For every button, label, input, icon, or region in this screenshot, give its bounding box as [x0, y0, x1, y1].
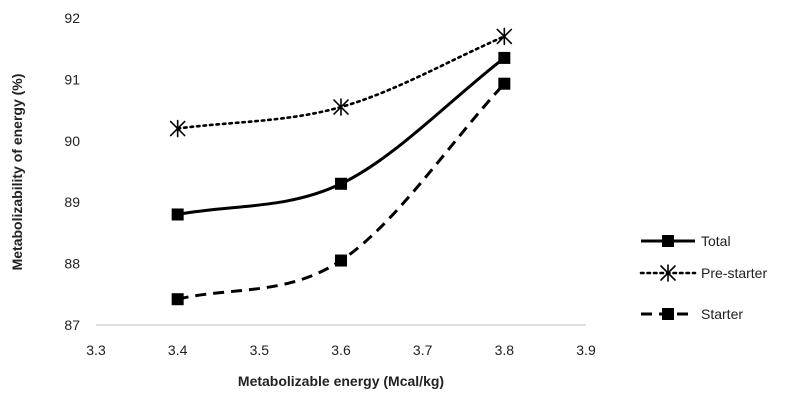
x-tick-label: 3.5: [250, 342, 270, 358]
data-point-pre-starter: [169, 119, 186, 138]
y-tick-label: 89: [64, 194, 80, 210]
legend-marker: [660, 264, 676, 282]
x-tick-labels: 3.3 3.4 3.5 3.6 3.7 3.8 3.9: [86, 342, 596, 358]
series-line-starter: [177, 82, 506, 301]
legend-item-starter: Starter: [641, 306, 743, 322]
legend-label: Pre-starter: [701, 265, 767, 281]
data-point-total: [498, 51, 511, 64]
data-point-total: [335, 177, 347, 190]
x-tick-label: 3.8: [495, 342, 515, 358]
legend-item-total: Total: [641, 233, 731, 249]
x-tick-label: 3.7: [413, 342, 433, 358]
legend-marker: [662, 235, 674, 247]
data-point-starter: [335, 254, 347, 267]
data-point-pre-starter: [496, 27, 513, 46]
y-axis-title: Metabolizability of energy (%): [9, 74, 25, 271]
series-layer: [169, 27, 513, 306]
data-point-starter: [498, 77, 511, 90]
x-tick-label: 3.9: [576, 342, 596, 358]
y-tick-label: 90: [64, 133, 80, 149]
series-line-total: [177, 56, 506, 216]
x-tick-label: 3.4: [168, 342, 188, 358]
data-point-starter: [171, 293, 184, 306]
x-tick-label: 3.3: [86, 342, 106, 358]
y-tick-label: 88: [64, 256, 80, 272]
x-tick-label: 3.6: [331, 342, 351, 358]
y-tick-label: 92: [64, 10, 80, 26]
legend-label: Total: [701, 233, 731, 249]
series-starter: [171, 77, 511, 306]
data-point-total: [171, 208, 184, 221]
y-tick-labels: 87 88 89 90 91 92: [64, 10, 80, 333]
legend-label: Starter: [701, 306, 743, 322]
y-tick-label: 91: [64, 71, 80, 87]
legend-marker: [662, 308, 674, 320]
x-axis-title: Metabolizable energy (Mcal/kg): [238, 373, 444, 389]
y-tick-label: 87: [64, 317, 80, 333]
legend: Total Pre-starter Starter: [639, 233, 767, 322]
series-pre-starter: [169, 27, 513, 138]
series-total: [171, 51, 511, 221]
legend-item-pre-starter: Pre-starter: [639, 264, 767, 282]
data-point-pre-starter: [333, 98, 349, 116]
